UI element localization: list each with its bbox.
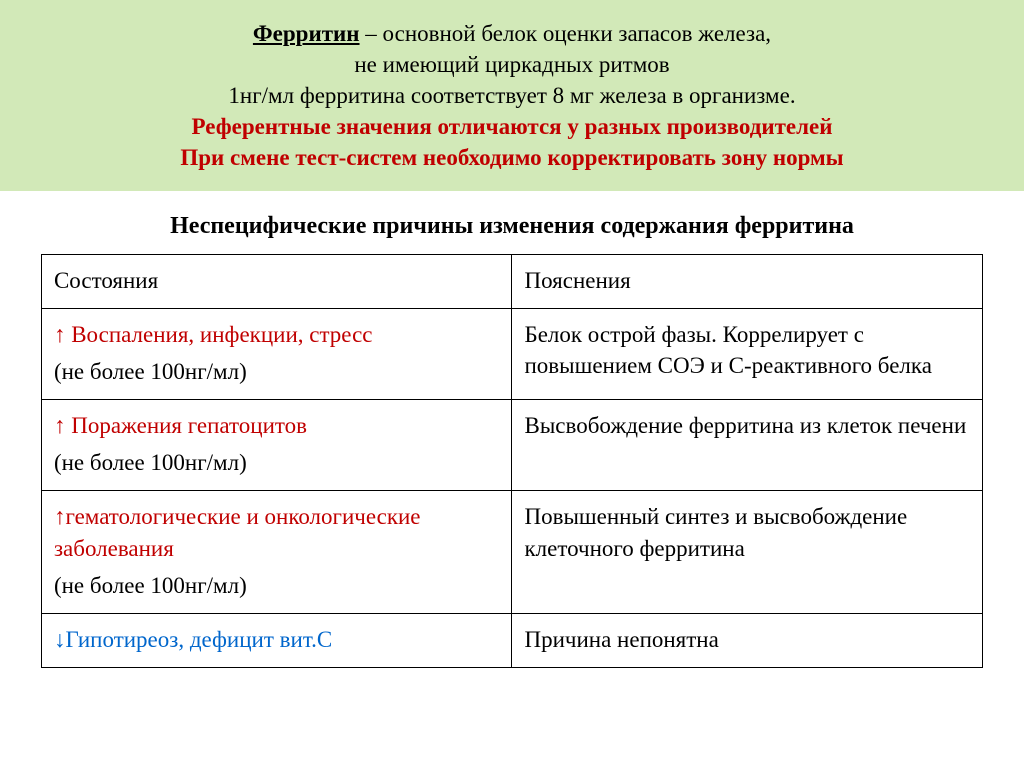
condition-note: (не более 100нг/мл) [54, 570, 500, 601]
banner-title-word: Ферритин [253, 21, 360, 46]
condition-main: ↑ Воспаления, инфекции, стресс [54, 322, 373, 347]
condition-cell: ↑гематологические и онкологические забол… [41, 491, 512, 613]
explanation-cell: Высвобождение ферритина из клеток печени [512, 400, 983, 491]
table-row: ↑гематологические и онкологические забол… [41, 491, 982, 613]
banner-line-5: При смене тест-систем необходимо коррект… [20, 142, 1004, 173]
section-subtitle: Неспецифические причины изменения содерж… [0, 213, 1024, 240]
banner-line-3: 1нг/мл ферритина соответствует 8 мг желе… [20, 80, 1004, 111]
condition-main: ↑ Поражения гепатоцитов [54, 413, 307, 438]
condition-note: (не более 100нг/мл) [54, 447, 500, 478]
table-row: ↓Гипотиреоз, дефицит вит.С Причина непон… [41, 613, 982, 667]
banner-line-2: не имеющий циркадных ритмов [20, 49, 1004, 80]
condition-note: (не более 100нг/мл) [54, 356, 500, 387]
banner-line-1: Ферритин – основной белок оценки запасов… [20, 18, 1004, 49]
causes-table: Состояния Пояснения ↑ Воспаления, инфекц… [41, 254, 983, 667]
table-row: ↑ Поражения гепатоцитов (не более 100нг/… [41, 400, 982, 491]
table-header-row: Состояния Пояснения [41, 255, 982, 309]
banner-line-1-rest: – основной белок оценки запасов железа, [360, 21, 772, 46]
condition-main: ↓Гипотиреоз, дефицит вит.С [54, 627, 332, 652]
explanation-cell: Белок острой фазы. Коррелирует с повышен… [512, 309, 983, 400]
table-row: ↑ Воспаления, инфекции, стресс (не более… [41, 309, 982, 400]
explanation-cell: Причина непонятна [512, 613, 983, 667]
banner-line-4: Референтные значения отличаются у разных… [20, 111, 1004, 142]
header-col-1: Состояния [41, 255, 512, 309]
condition-cell: ↑ Поражения гепатоцитов (не более 100нг/… [41, 400, 512, 491]
header-col-2: Пояснения [512, 255, 983, 309]
condition-cell: ↑ Воспаления, инфекции, стресс (не более… [41, 309, 512, 400]
condition-cell: ↓Гипотиреоз, дефицит вит.С [41, 613, 512, 667]
explanation-cell: Повышенный синтез и высвобождение клеточ… [512, 491, 983, 613]
condition-main: ↑гематологические и онкологические забол… [54, 504, 421, 560]
info-banner: Ферритин – основной белок оценки запасов… [0, 0, 1024, 191]
